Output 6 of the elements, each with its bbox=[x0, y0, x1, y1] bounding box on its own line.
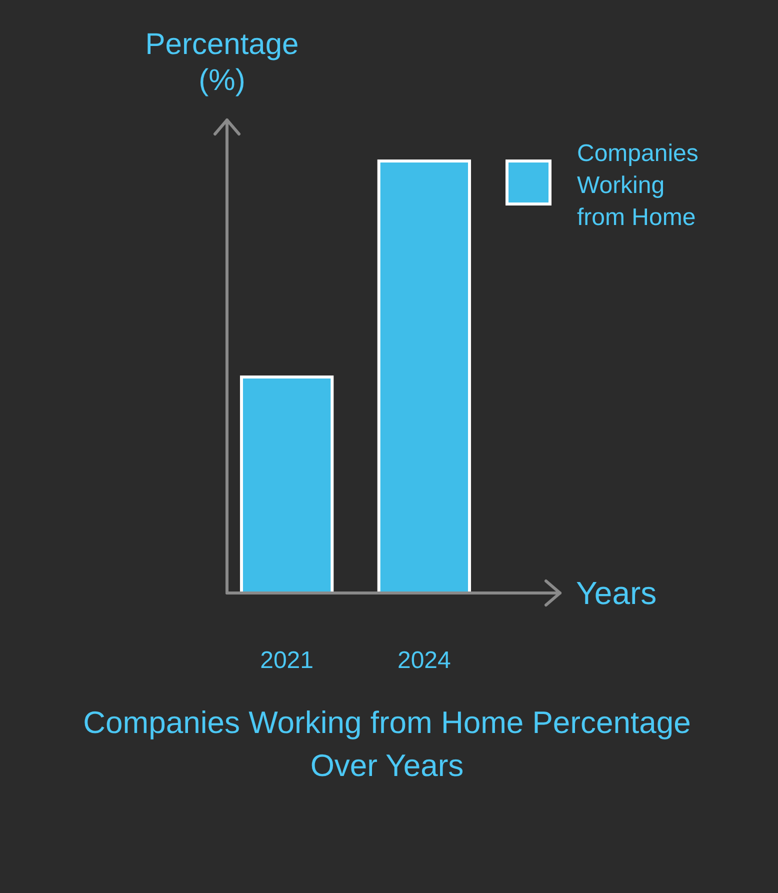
legend-label: Companies Working from Home bbox=[577, 140, 698, 231]
x-tick-label: 2024 bbox=[397, 647, 451, 674]
x-axis-title: Years bbox=[576, 575, 657, 611]
text: Companies Working from Home Percentage Over Years bbox=[83, 705, 691, 783]
x-tick-label: 2021 bbox=[260, 647, 314, 674]
y-axis-title: Percentage (%) bbox=[145, 28, 299, 97]
